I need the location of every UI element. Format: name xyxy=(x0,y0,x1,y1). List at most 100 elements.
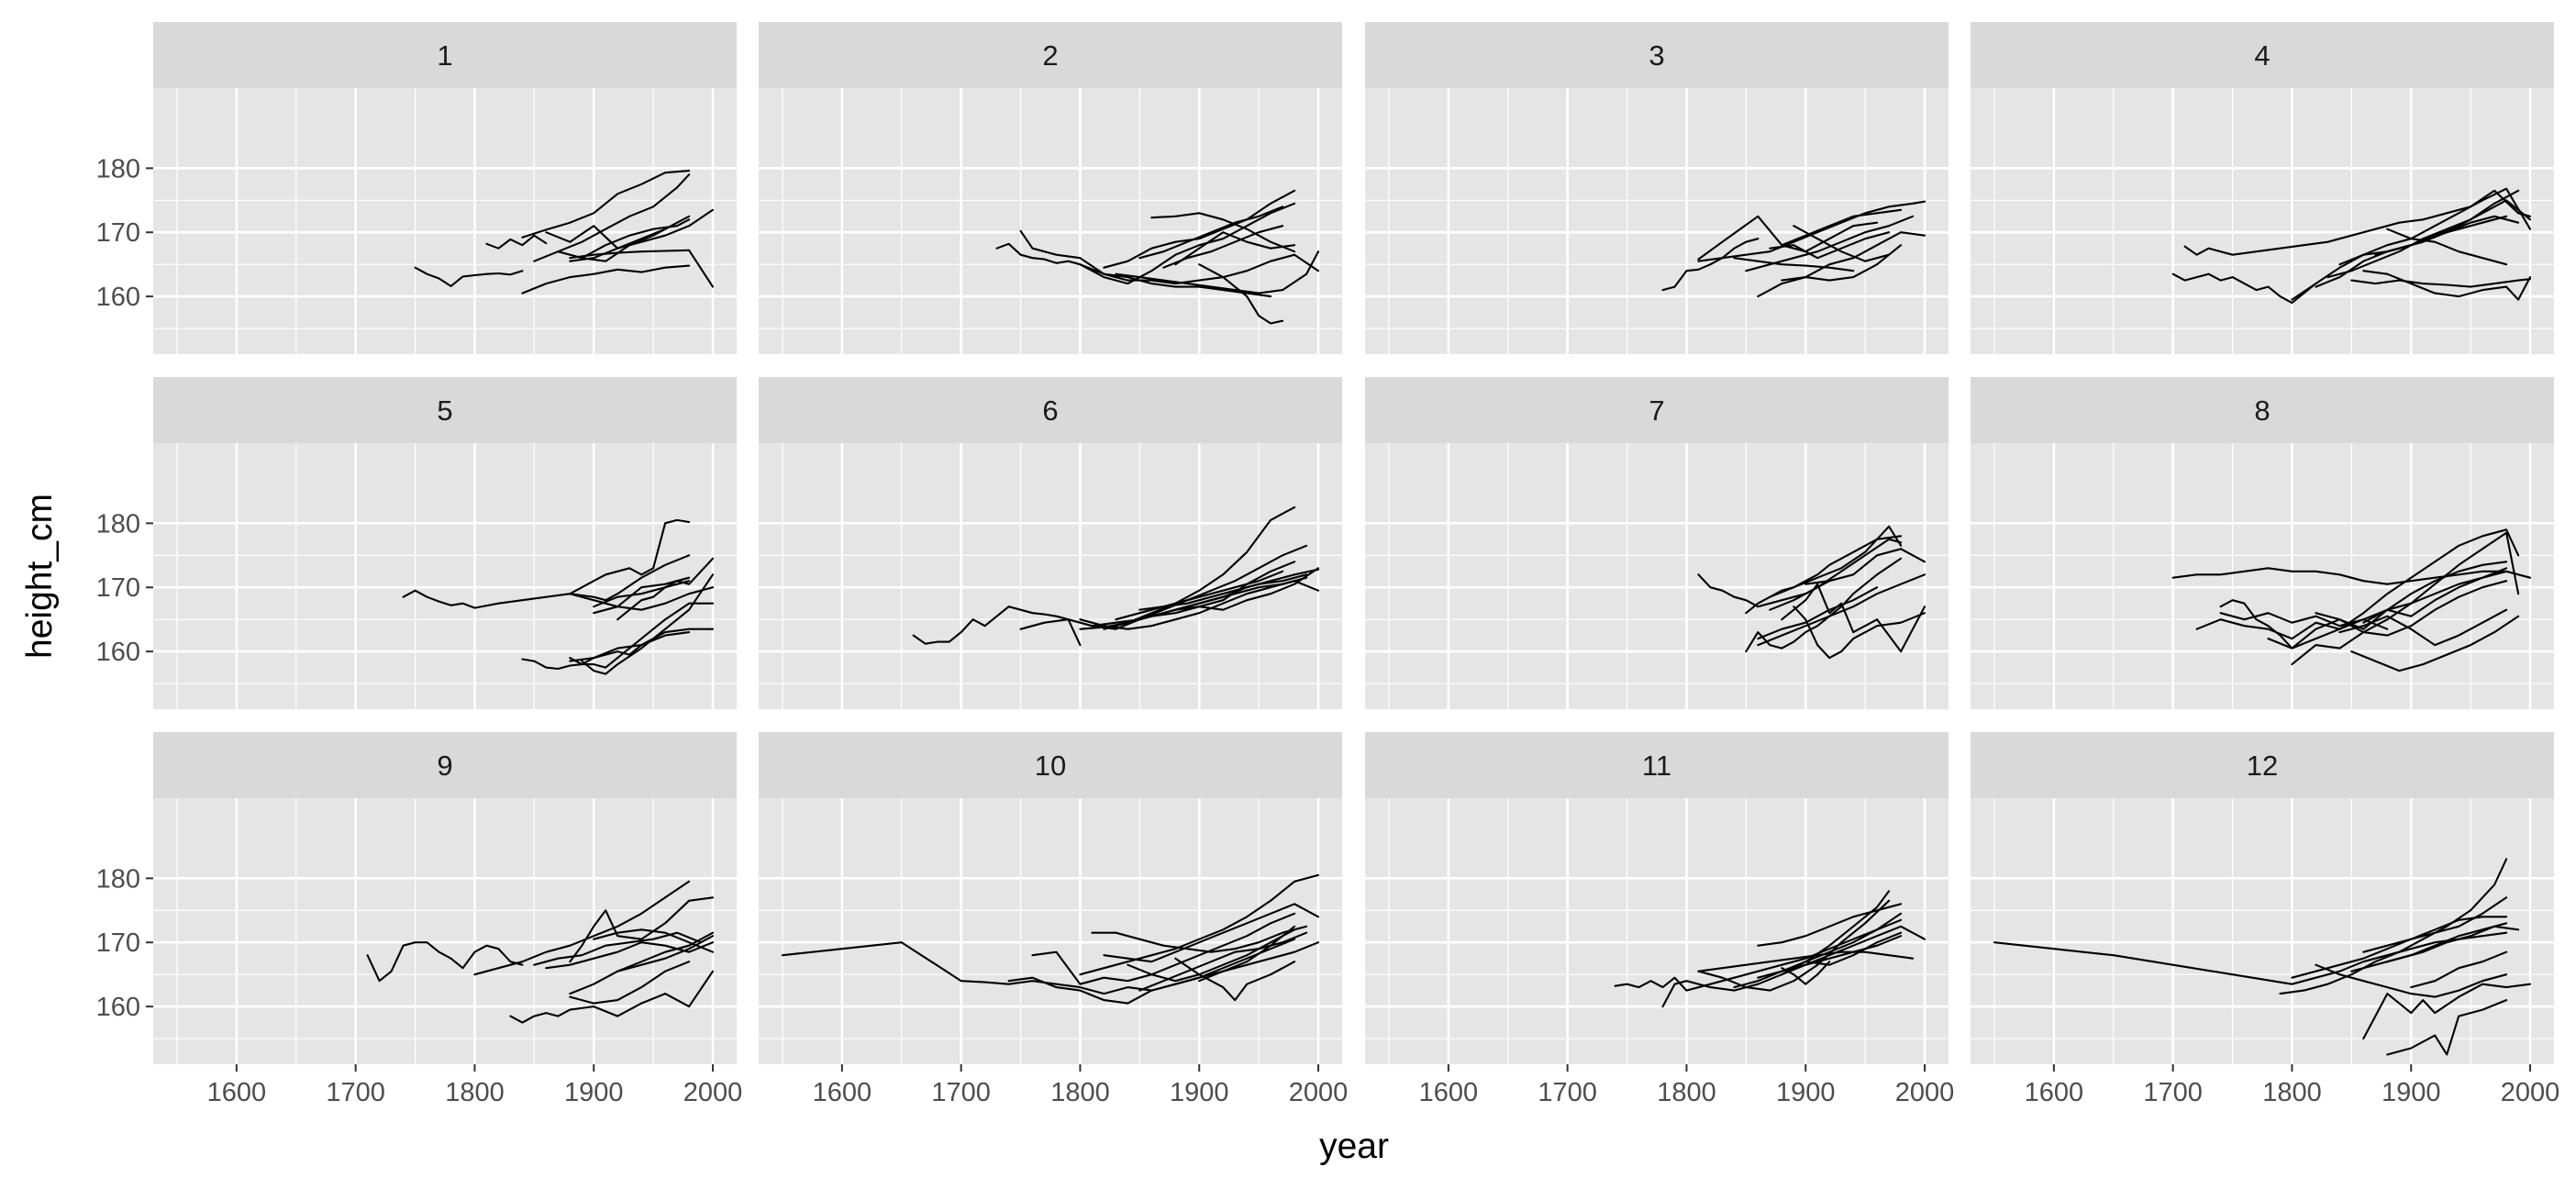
series-line xyxy=(1781,583,1926,653)
facet-panel-5: 5 xyxy=(153,377,737,709)
x-tick-label: 1600 xyxy=(1419,1078,1479,1107)
series-line xyxy=(1091,925,1308,953)
x-tick-label: 1800 xyxy=(445,1078,505,1107)
series-line xyxy=(1804,548,1926,585)
series-line xyxy=(1138,206,1284,260)
series-line xyxy=(1781,961,1831,985)
series-line xyxy=(402,554,691,609)
series-line xyxy=(1150,561,1296,617)
series-line xyxy=(2326,189,2520,279)
series-line xyxy=(1697,899,1891,992)
series-line xyxy=(581,215,691,262)
series-line xyxy=(1757,573,1926,647)
facet-strip xyxy=(1365,377,1949,443)
x-tick-label: 1900 xyxy=(2382,1078,2441,1107)
series-line xyxy=(569,935,715,995)
facet-strip-label: 7 xyxy=(1649,394,1664,427)
facet-panel-10: 10 xyxy=(759,732,1342,1064)
facet-panel-8: 8 xyxy=(1971,377,2554,709)
facet-panel-2: 2 xyxy=(759,22,1342,354)
series-line xyxy=(1174,567,1320,611)
series-line xyxy=(2362,916,2508,953)
series-line xyxy=(2291,896,2508,979)
series-line xyxy=(1661,890,1891,1008)
series-line xyxy=(2315,963,2508,998)
series-line xyxy=(2386,922,2508,963)
series-line xyxy=(1757,244,1903,298)
axes: 160 170 180 160 170 180 160 170 180 1600 1700 1800 1… xyxy=(96,154,2560,1107)
series-line xyxy=(569,208,715,262)
series-line xyxy=(521,170,691,239)
facet-strip-label: 2 xyxy=(1042,39,1058,72)
series-line xyxy=(509,970,715,1024)
series-line xyxy=(2171,272,2317,305)
series-line xyxy=(1757,586,1879,640)
x-tick-label: 1900 xyxy=(564,1078,624,1107)
x-tick-label: 1800 xyxy=(1050,1078,1110,1107)
series-line xyxy=(569,586,715,611)
series-line xyxy=(1614,918,1903,992)
facet-strip xyxy=(759,732,1342,798)
x-tick-label: 1900 xyxy=(1776,1078,1836,1107)
series-line xyxy=(1745,535,1903,615)
series-line xyxy=(2386,228,2508,266)
facet-strip xyxy=(1365,22,1949,88)
facet-panel-9: 9 xyxy=(153,732,737,1064)
series-line xyxy=(2315,567,2508,630)
series-line xyxy=(569,631,691,662)
series-line xyxy=(1697,215,1879,261)
series-line xyxy=(533,218,691,262)
series-line xyxy=(1174,957,1296,1002)
panel-background xyxy=(1365,443,1949,709)
series-line xyxy=(1115,544,1308,621)
facet-strip xyxy=(153,732,737,798)
x-axis-title: year xyxy=(1319,1127,1389,1166)
series-line xyxy=(1781,925,1926,976)
panel-background xyxy=(1365,798,1949,1064)
facet-strip-label: 11 xyxy=(1642,750,1671,782)
facet-strip xyxy=(153,22,737,88)
x-tick-label: 1800 xyxy=(2262,1078,2322,1107)
series-line xyxy=(533,931,703,966)
series-line xyxy=(1781,231,1926,282)
series-line xyxy=(1103,903,1320,963)
y-tick-label: 170 xyxy=(96,928,140,958)
series-line xyxy=(593,580,691,608)
series-line xyxy=(2362,983,2532,1040)
facet-panels: 1 2 3 45 6 7 89 10 11 12 xyxy=(153,22,2554,1064)
series-line xyxy=(616,931,715,972)
panel-background xyxy=(1365,88,1949,354)
series-line xyxy=(1031,912,1296,985)
y-tick-label: 170 xyxy=(96,218,140,248)
facet-panel-1: 1 xyxy=(153,22,737,354)
series-line xyxy=(1697,950,1915,972)
series-line xyxy=(1198,263,1284,325)
series-line xyxy=(1757,935,1903,979)
x-tick-label: 1700 xyxy=(931,1078,991,1107)
series-line xyxy=(1697,200,1926,262)
facet-panel-6: 6 xyxy=(759,377,1342,709)
series-line xyxy=(2386,999,2508,1056)
series-line xyxy=(569,518,691,595)
series-line xyxy=(593,576,691,615)
series-line xyxy=(1103,189,1296,269)
x-tick-label: 1600 xyxy=(2025,1078,2084,1107)
series-line xyxy=(1127,928,1296,983)
facet-panel-7: 7 xyxy=(1365,377,1949,709)
x-tick-label: 2000 xyxy=(683,1078,743,1107)
y-tick-label: 160 xyxy=(96,283,140,312)
series-line xyxy=(1007,938,1296,1005)
series-line xyxy=(1745,557,1903,653)
panel-background xyxy=(153,798,737,1064)
series-line xyxy=(2374,215,2520,256)
series-line xyxy=(521,264,691,294)
series-line xyxy=(1138,931,1308,992)
y-axis-title: height_cm xyxy=(20,494,60,659)
series-line xyxy=(2362,561,2508,624)
x-tick-label: 1600 xyxy=(813,1078,872,1107)
series-line xyxy=(473,880,691,976)
series-line xyxy=(1769,525,1903,598)
series-line xyxy=(1079,202,1296,285)
series-line xyxy=(995,242,1320,285)
series-line xyxy=(2195,528,2520,640)
